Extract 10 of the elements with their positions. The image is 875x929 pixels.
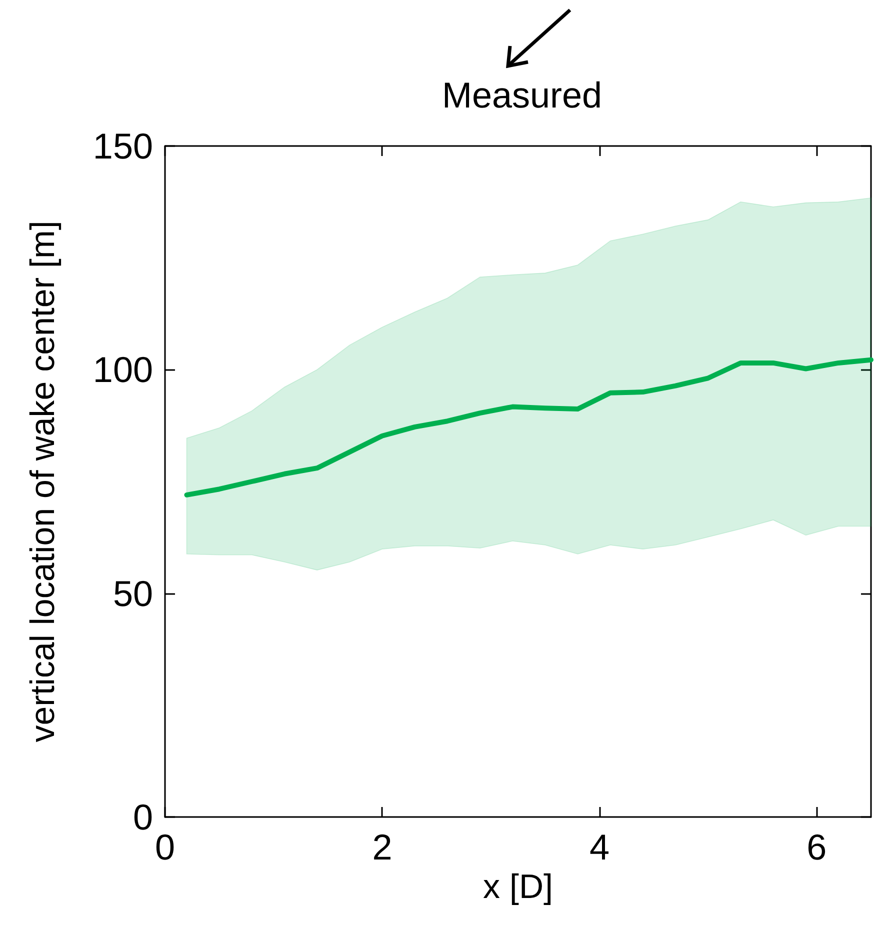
x-tick-label: 6: [806, 826, 827, 868]
y-tick-label: 150: [92, 126, 153, 166]
y-tick-label: 100: [92, 349, 153, 390]
y-axis-title: vertical location of wake center [m]: [24, 220, 62, 742]
x-tick-label: 2: [372, 826, 392, 868]
chart-title: Measured: [442, 74, 602, 116]
x-axis-title: x [D]: [483, 868, 553, 906]
y-tick-label: 0: [132, 796, 153, 838]
y-tick-label: 50: [112, 572, 153, 614]
x-tick-label: 4: [589, 826, 610, 868]
